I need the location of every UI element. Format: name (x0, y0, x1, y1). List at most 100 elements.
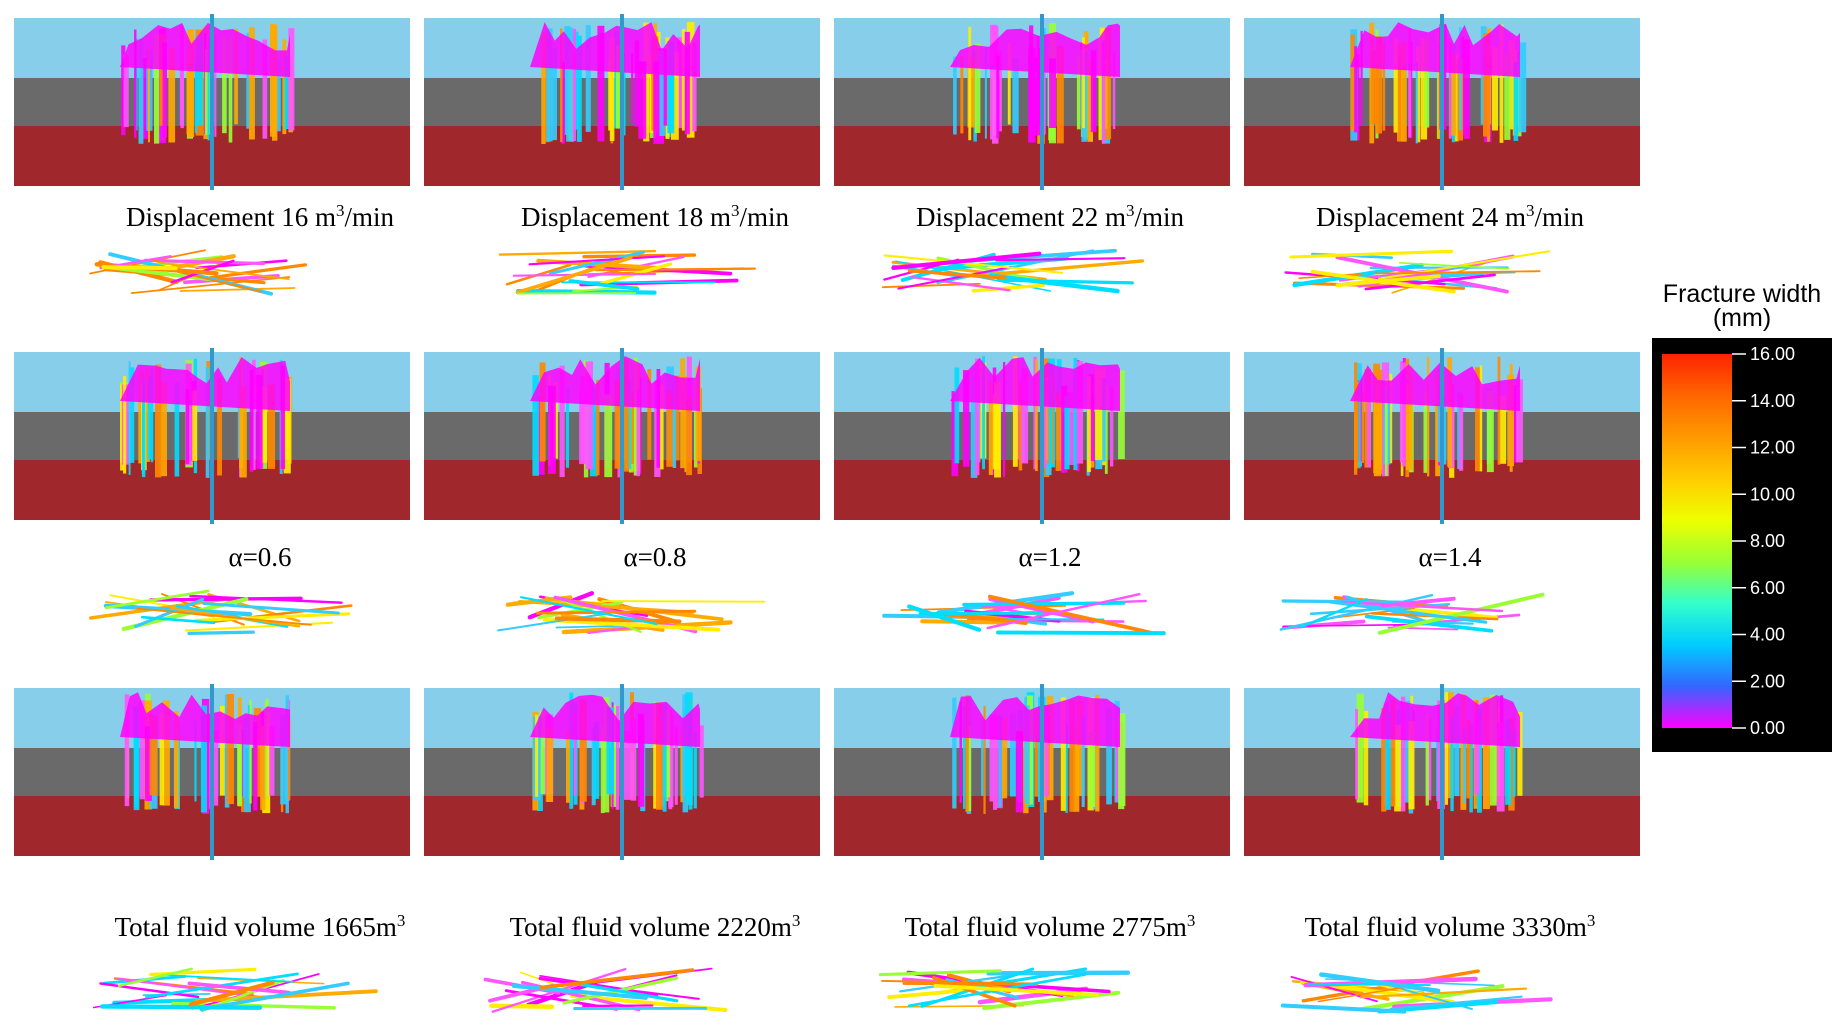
fracture-trace (539, 968, 695, 990)
panel-r0-c2: Displacement 22 m3/min (834, 14, 1230, 294)
fracture-strip (656, 369, 661, 468)
fracture-strip (139, 700, 147, 800)
fracture-strip (1104, 27, 1112, 140)
panel-caption: Displacement 16 m3/min (126, 201, 394, 232)
caption-main: Displacement 16 m (126, 202, 336, 232)
fracture-strip (1425, 713, 1429, 806)
fracture-trace (1399, 261, 1510, 270)
caption-main: Total fluid volume 2775m (905, 912, 1187, 942)
plan-view-network (1279, 592, 1545, 635)
fracture-strip (1508, 39, 1515, 130)
fracture-strip (670, 52, 679, 140)
fracture-strip (280, 714, 289, 805)
fracture-strip (124, 694, 130, 807)
fracture-strip (1381, 708, 1387, 812)
fracture-trace (878, 969, 1002, 977)
caption-main: α=0.8 (623, 542, 686, 572)
colorbar-title: Fracture width (1663, 280, 1821, 308)
fracture-strip (207, 37, 210, 141)
plan-view-network (92, 967, 378, 1013)
fracture-strip (275, 61, 281, 132)
fracture-trace (1317, 985, 1408, 1003)
caption-main: Displacement 22 m (916, 202, 1126, 232)
fracture-strip (1455, 54, 1459, 142)
fracture-trace (1359, 987, 1528, 999)
fracture-strip (128, 367, 135, 463)
fracture-strip (1504, 53, 1511, 140)
fracture-trace (136, 607, 312, 626)
fracture-strip (666, 390, 675, 467)
wellbore (1440, 14, 1444, 190)
fracture-strip (1046, 696, 1054, 801)
fracture-strip (573, 712, 577, 796)
fracture-strip (968, 26, 972, 141)
colorbar-tick-label: 0.00 (1750, 718, 1785, 738)
wellbore (620, 348, 624, 524)
fracture-body (1350, 22, 1527, 144)
fracture-strip (975, 358, 980, 476)
fracture-cap (530, 22, 700, 78)
panel-r0-c1: Displacement 18 m3/min (424, 14, 820, 295)
fracture-strip (253, 722, 258, 811)
colorbar-tick-label: 14.00 (1750, 391, 1795, 411)
plan-view-network (89, 249, 307, 296)
plan-view-network (1280, 969, 1553, 1014)
fracture-trace (601, 600, 766, 603)
fracture-strip (569, 692, 574, 809)
fracture-body (950, 356, 1125, 478)
layer-middle (834, 412, 1230, 460)
fracture-trace (1380, 596, 1456, 608)
fracture-trace (1280, 1003, 1407, 1014)
fracture-body (530, 692, 704, 814)
fracture-trace (936, 249, 1095, 285)
fracture-strip (1087, 376, 1091, 473)
colorbar-tick-label: 8.00 (1750, 531, 1785, 551)
fracture-strip (685, 692, 693, 805)
fracture-strip (1507, 374, 1514, 467)
wellbore (1440, 684, 1444, 860)
fracture-trace (1289, 249, 1454, 259)
fracture-strip (1350, 34, 1355, 131)
fracture-trace (907, 268, 1007, 280)
fracture-strip (1095, 368, 1103, 461)
fracture-strip (535, 714, 539, 797)
fracture-strip (621, 358, 629, 472)
fracture-strip (282, 39, 287, 135)
fracture-trace (519, 596, 658, 626)
caption-main: Displacement 24 m (1316, 202, 1526, 232)
caption-sup: 3 (1187, 911, 1196, 930)
fracture-trace (528, 255, 666, 266)
fracture-strip (154, 34, 160, 144)
fracture-trace (1389, 995, 1523, 1010)
fracture-strip (243, 716, 251, 813)
fracture-trace (568, 279, 640, 291)
fracture-strip (283, 378, 291, 474)
caption-main: Displacement 18 m (521, 202, 731, 232)
fracture-strip (1029, 45, 1032, 142)
plan-view-network (498, 249, 756, 295)
fracture-strip (1423, 392, 1428, 473)
fracture-trace (99, 982, 200, 999)
fracture-strip (548, 385, 556, 474)
fracture-strip (217, 377, 222, 476)
fracture-strip (200, 705, 207, 813)
fracture-strip (546, 28, 553, 142)
fracture-trace (974, 259, 1145, 278)
fracture-strip (970, 366, 978, 478)
fracture-strip (1382, 41, 1386, 131)
fracture-strip (1088, 731, 1096, 808)
fracture-strip (623, 53, 626, 136)
fracture-trace (971, 283, 1045, 293)
fracture-strip (256, 374, 263, 469)
fracture-strip (630, 719, 637, 801)
fracture-strip (1404, 700, 1412, 803)
fracture-strip (684, 31, 690, 135)
panel-caption: Total fluid volume 3330m3 (1305, 911, 1596, 942)
fracture-strip (205, 366, 210, 478)
fracture-strip (1104, 59, 1108, 129)
fracture-strip (1118, 715, 1125, 810)
caption-main: Total fluid volume 1665m (115, 912, 397, 942)
fracture-strip (1048, 361, 1053, 465)
fracture-trace (117, 977, 264, 999)
